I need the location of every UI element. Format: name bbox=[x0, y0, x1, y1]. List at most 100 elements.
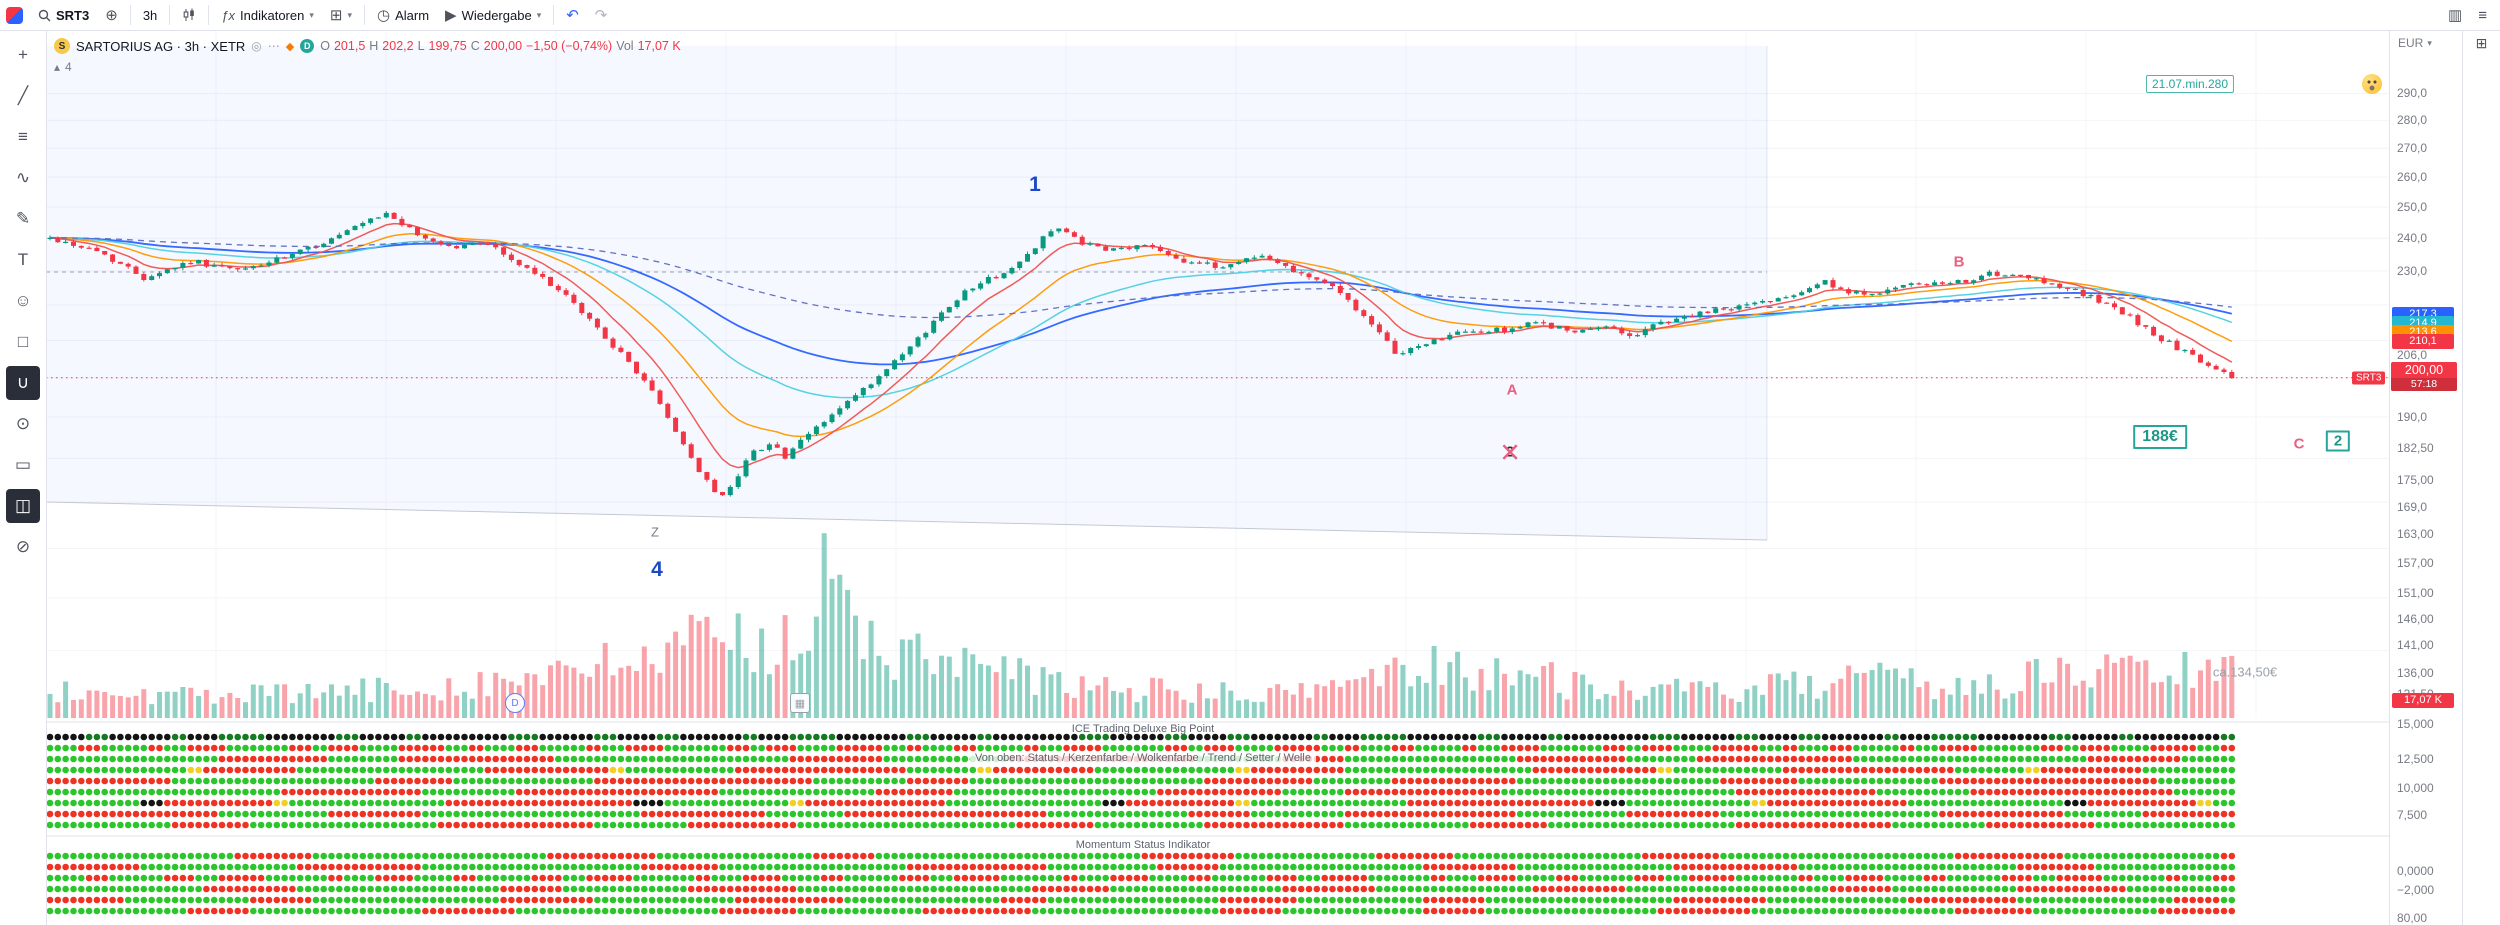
remove-icon: ⊘ bbox=[15, 537, 31, 556]
watchlist-toggle-icon[interactable]: ⊞ bbox=[2475, 35, 2488, 51]
annotation-wave-pink[interactable]: A bbox=[1506, 381, 1518, 399]
tool-brush[interactable]: ✎ bbox=[6, 202, 40, 236]
change-value: −1,50 (−0,74%) bbox=[526, 39, 613, 53]
legend-indicator-row[interactable]: ▴ 4 bbox=[54, 60, 681, 74]
symbol-title[interactable]: SARTORIUS AG · 3h · XETR bbox=[76, 38, 246, 54]
tool-edit[interactable]: ◫ bbox=[6, 489, 40, 523]
annotation-wave-pink[interactable]: B bbox=[1953, 253, 1965, 271]
daily-badge-icon: D bbox=[300, 39, 315, 53]
tool-emoji[interactable]: ☺ bbox=[6, 284, 40, 318]
playback-button[interactable]: ▶ Wiedergabe ▾ bbox=[438, 5, 548, 26]
symbol-logo: S bbox=[54, 38, 70, 54]
axis-price-label: 175,00 bbox=[2397, 473, 2434, 487]
annotation-box-teal[interactable]: 2 bbox=[2325, 430, 2351, 452]
top-toolbar: SRT3 ⊕ 3h ƒx Indikatoren ▾ ⊞ ▾ bbox=[0, 0, 2500, 31]
image-anchor-icon[interactable]: ▦ bbox=[790, 693, 810, 713]
annotation-wave-blue[interactable]: 4 bbox=[651, 558, 663, 581]
axis-price-label: 80,00 bbox=[2397, 911, 2428, 925]
drawing-anchor-d-icon[interactable]: D bbox=[505, 693, 525, 713]
annotation-note-teal[interactable]: 21.07.min.280 bbox=[2145, 75, 2235, 93]
close-value: 200,00 bbox=[483, 39, 523, 53]
shapes-icon: □ bbox=[17, 332, 29, 351]
fx-icon: ƒx bbox=[221, 7, 236, 23]
annotation-crossed[interactable]: 2 × bbox=[1500, 433, 1520, 471]
more-icon[interactable]: ⋯ bbox=[267, 39, 280, 53]
price-axis[interactable]: EUR ▾ 290,0 280,0 270,0 260,0 250,0 240,0 230,… bbox=[2389, 30, 2463, 925]
search-icon bbox=[38, 9, 51, 21]
toolbar-divider bbox=[169, 5, 171, 25]
undo-button[interactable]: ↶ bbox=[559, 5, 586, 26]
alarm-label: Alarm bbox=[395, 7, 430, 23]
thinking-emoji-icon[interactable] bbox=[2362, 74, 2382, 94]
axis-currency[interactable]: EUR ▾ bbox=[2390, 30, 2463, 50]
redo-button[interactable]: ↷ bbox=[588, 5, 615, 26]
layout-panels-button[interactable]: ▥ bbox=[2441, 5, 2469, 26]
crosshair-icon: + bbox=[18, 45, 28, 64]
chevron-down-icon: ▾ bbox=[309, 9, 314, 20]
redo-icon: ↷ bbox=[594, 6, 608, 24]
tool-magnet[interactable]: ∪ bbox=[6, 366, 40, 400]
tool-measure[interactable]: ▭ bbox=[6, 448, 40, 482]
tool-shapes[interactable]: □ bbox=[6, 325, 40, 359]
ohlc-values: O 201,5 H 202,2 L 199,75 C 200,00 −1,50 (−0,… bbox=[320, 39, 680, 53]
axis-price-label: 270,0 bbox=[2397, 141, 2428, 155]
diamond-marker-icon: ◆ bbox=[285, 40, 295, 53]
axis-price-label: 280,0 bbox=[2397, 113, 2428, 127]
legend-main-row[interactable]: S SARTORIUS AG · 3h · XETR ◎ ⋯ ◆ D O 201,… bbox=[54, 38, 681, 54]
candles-icon bbox=[183, 8, 195, 21]
axis-price-label: 182,50 bbox=[2397, 441, 2434, 455]
annotation-wave-blue[interactable]: 1 bbox=[1029, 173, 1041, 196]
grid-layout-button[interactable]: ⊞ ▾ bbox=[323, 5, 359, 26]
indicators-button[interactable]: ƒx Indikatoren ▾ bbox=[214, 5, 321, 26]
drawing-toolbar: + ╱ ≡ ∿ ✎ T ☺ □ ∪ ⊙ ▭ ◫ ⊘ bbox=[0, 30, 47, 925]
add-symbol-button[interactable]: ⊕ bbox=[98, 5, 125, 26]
tool-crosshair[interactable]: + bbox=[6, 38, 40, 72]
tool-remove[interactable]: ⊘ bbox=[6, 530, 40, 564]
undo-icon: ↶ bbox=[566, 6, 579, 24]
symbol-name: SRT3 bbox=[56, 7, 90, 23]
edit-icon: ◫ bbox=[14, 496, 32, 515]
eye-icon[interactable]: ◎ bbox=[251, 39, 262, 53]
alarm-button[interactable]: ◷ Alarm bbox=[370, 5, 436, 26]
elliott-wave-icon: ∿ bbox=[15, 168, 31, 187]
axis-price-label: −2,000 bbox=[2397, 883, 2435, 897]
menu-button[interactable]: ≡ bbox=[2471, 5, 2494, 26]
axis-price-label: 230,0 bbox=[2397, 264, 2428, 278]
tool-trend-line[interactable]: ╱ bbox=[6, 79, 40, 113]
indicator-value: 4 bbox=[65, 60, 72, 74]
annotation-box-teal-lg[interactable]: 188€ bbox=[2133, 425, 2187, 449]
chart-style-button[interactable] bbox=[175, 5, 203, 25]
playback-label: Wiedergabe bbox=[461, 7, 532, 23]
tool-text[interactable]: T bbox=[6, 243, 40, 277]
axis-price-label: 141,00 bbox=[2397, 638, 2434, 652]
tool-elliott-wave[interactable]: ∿ bbox=[6, 161, 40, 195]
bar-countdown: 57:18 bbox=[2391, 378, 2457, 391]
ma-price-tag: 210,1 bbox=[2392, 333, 2454, 349]
trend-line-icon: ╱ bbox=[17, 86, 29, 105]
interval-button[interactable]: 3h bbox=[136, 5, 164, 26]
axis-price-label: 136,00 bbox=[2397, 666, 2434, 680]
annotation-gray-note[interactable]: ca.134,50€ bbox=[2212, 664, 2278, 680]
play-icon: ▶ bbox=[445, 6, 457, 24]
toolbar-divider bbox=[363, 5, 365, 25]
low-label: L bbox=[417, 39, 425, 53]
text-icon: T bbox=[17, 250, 29, 269]
ice-pane-subtitle: Von oben: Status / Kerzenfarbe / Wolkenf… bbox=[970, 752, 1316, 764]
plus-circle-icon: ⊕ bbox=[105, 6, 118, 24]
volume-tag: 17,07 K bbox=[2392, 692, 2454, 708]
tool-fib-retracement[interactable]: ≡ bbox=[6, 120, 40, 154]
chevron-down-icon: ▾ bbox=[536, 9, 542, 20]
collapse-icon[interactable]: ▴ bbox=[54, 60, 61, 74]
annotation-wave-gray[interactable]: Z bbox=[651, 524, 659, 540]
axis-price-label: 260,0 bbox=[2397, 170, 2428, 184]
axis-price-label: 157,00 bbox=[2397, 556, 2434, 570]
annotation-wave-pink[interactable]: C bbox=[2293, 435, 2305, 453]
axis-price-label: 290,0 bbox=[2397, 86, 2428, 100]
tool-zoom[interactable]: ⊙ bbox=[6, 407, 40, 441]
app-logo-icon[interactable] bbox=[6, 6, 23, 24]
interval-label: 3h bbox=[142, 7, 158, 23]
zoom-icon: ⊙ bbox=[15, 414, 31, 433]
symbol-search-button[interactable]: SRT3 bbox=[31, 5, 96, 26]
